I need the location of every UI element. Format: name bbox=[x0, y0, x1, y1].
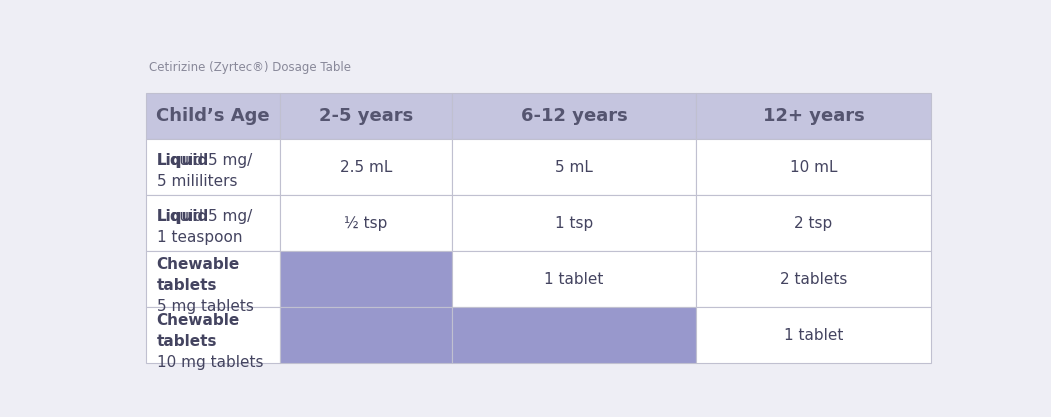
Bar bbox=[696, 93, 931, 139]
Bar bbox=[280, 195, 452, 251]
Bar bbox=[696, 195, 931, 251]
Text: Liquid 5 mg/
1 teaspoon: Liquid 5 mg/ 1 teaspoon bbox=[157, 209, 252, 245]
Text: Cetirizine (Zyrtec®) Dosage Table: Cetirizine (Zyrtec®) Dosage Table bbox=[149, 61, 351, 74]
Text: tablets: tablets bbox=[157, 278, 218, 293]
Text: Liquid: Liquid bbox=[157, 209, 209, 224]
Text: Liquid: Liquid bbox=[157, 153, 209, 168]
Text: Liquid 5 mg/
5 mililiters: Liquid 5 mg/ 5 mililiters bbox=[157, 153, 252, 189]
Bar bbox=[452, 195, 696, 251]
Text: 1 tablet: 1 tablet bbox=[784, 328, 843, 343]
Text: Child’s Age: Child’s Age bbox=[156, 107, 270, 126]
Bar bbox=[696, 307, 931, 363]
Text: 6-12 years: 6-12 years bbox=[520, 107, 627, 126]
Bar bbox=[146, 251, 280, 307]
Text: Chewable: Chewable bbox=[157, 257, 240, 272]
Bar bbox=[452, 251, 696, 307]
Text: 5 mL: 5 mL bbox=[555, 160, 593, 175]
Text: tablets: tablets bbox=[157, 334, 218, 349]
Bar bbox=[146, 139, 280, 195]
Text: Chewable: Chewable bbox=[157, 313, 240, 328]
Text: ½ tsp: ½ tsp bbox=[345, 216, 388, 231]
Text: 10 mL: 10 mL bbox=[789, 160, 838, 175]
Bar bbox=[452, 307, 696, 363]
Bar bbox=[696, 251, 931, 307]
Text: 10 mg tablets: 10 mg tablets bbox=[157, 354, 263, 369]
Text: 2 tsp: 2 tsp bbox=[795, 216, 832, 231]
Bar bbox=[146, 307, 280, 363]
Text: 5 mg tablets: 5 mg tablets bbox=[157, 299, 253, 314]
Bar bbox=[696, 139, 931, 195]
Bar bbox=[280, 93, 452, 139]
Text: 12+ years: 12+ years bbox=[763, 107, 864, 126]
Bar bbox=[280, 307, 452, 363]
Text: 1 tablet: 1 tablet bbox=[544, 271, 603, 286]
Bar bbox=[452, 139, 696, 195]
Text: 2 tablets: 2 tablets bbox=[780, 271, 847, 286]
Text: 1 tsp: 1 tsp bbox=[555, 216, 593, 231]
Bar bbox=[146, 195, 280, 251]
Bar bbox=[146, 93, 280, 139]
Bar bbox=[280, 139, 452, 195]
Bar bbox=[452, 93, 696, 139]
Text: 2.5 mL: 2.5 mL bbox=[339, 160, 392, 175]
Bar bbox=[280, 251, 452, 307]
Text: 2-5 years: 2-5 years bbox=[318, 107, 413, 126]
